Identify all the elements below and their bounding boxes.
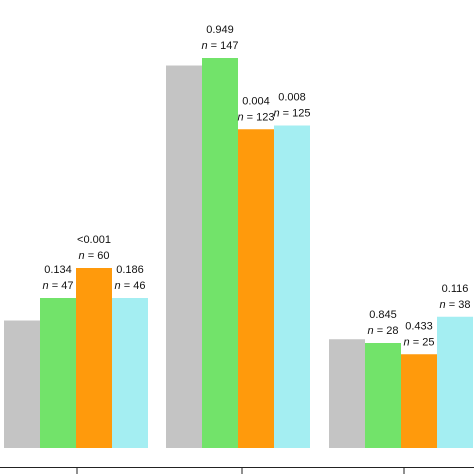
bar-g3-s1 [329,339,365,448]
annotations-layer: 0.134 n = 47 <0.001 n = 60 0.186 n = 46 0.949 n… [43,24,471,348]
p-value-label: 0.134 [44,264,72,276]
bar-g2-s4 [274,125,310,448]
n-count-label: n = 60 [79,250,110,262]
n-count-label: n = 123 [237,111,274,123]
p-value-label: 0.116 [442,283,469,295]
n-count-label: n = 38 [440,299,471,311]
bar-g3-s2 [365,343,401,448]
n-count-label: n = 147 [201,40,238,52]
bars-layer [4,58,473,448]
n-count-label: n = 46 [115,280,146,292]
p-value-label: 0.008 [278,92,306,104]
p-value-label: 0.186 [116,264,144,276]
x-axis [0,467,474,474]
bar-g1-s1 [4,320,40,448]
p-value-label: 0.004 [242,95,270,107]
bar-g1-s2 [40,298,76,448]
n-count-label: n = 28 [368,325,399,337]
bar-g2-s3 [238,129,274,448]
bar-g2-s1 [166,65,202,448]
bar-g1-s4 [112,298,148,448]
bar-g3-s4 [437,316,473,448]
n-count-label: n = 125 [273,108,310,120]
p-value-label: <0.001 [77,234,111,246]
p-value-label: 0.433 [405,320,433,332]
n-count-label: n = 25 [404,336,435,348]
p-value-label: 0.949 [206,24,234,36]
bar-g3-s3 [401,354,437,448]
bar-g1-s3 [76,268,112,448]
p-value-label: 0.845 [369,309,397,321]
n-count-label: n = 47 [43,280,74,292]
bar-g2-s2 [202,58,238,448]
